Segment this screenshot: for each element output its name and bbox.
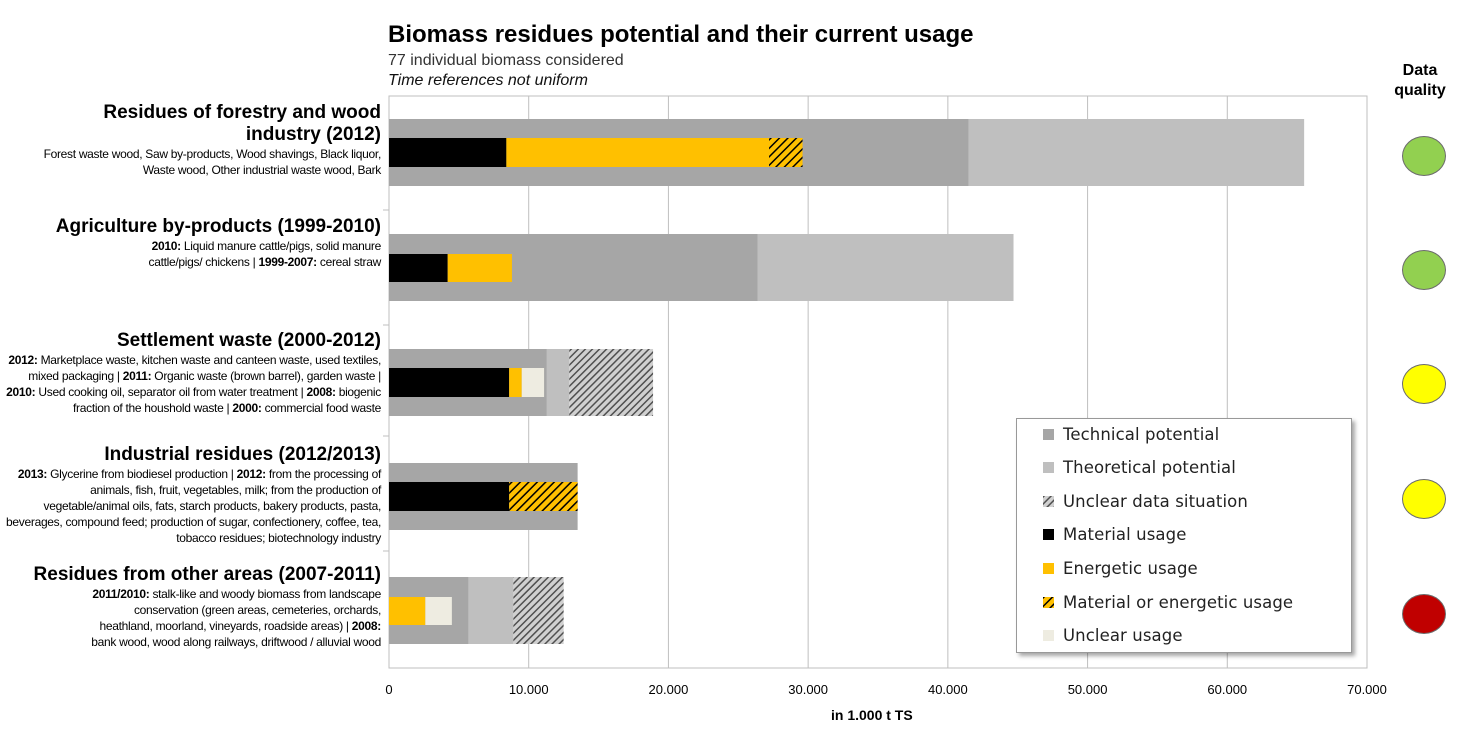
bar-energetic [447,254,512,282]
category-label: Industrial residues (2012/2013) 2013: Gly… [6,444,381,546]
bar-unclear-data [569,349,654,416]
category-title: Settlement waste (2000-2012) [116,330,381,351]
description-year: 2010: [151,239,182,253]
data-quality-indicator-yellow [1402,364,1446,404]
legend-label: Material or energetic usage [1063,592,1294,612]
bar-energetic [506,138,770,167]
x-tick-label: 20.000 [649,682,689,697]
bar-material [389,368,510,397]
legend-item-mat-or-en: Material or energetic usage [1043,592,1293,612]
legend-item-unclear-usage: Unclear usage [1043,626,1183,646]
legend-item-energetic: Energetic usage [1043,558,1198,578]
description-year: 2008: [306,385,336,399]
legend-label: Theoretical potential [1063,458,1236,478]
legend-swatch [1043,529,1054,541]
legend-swatch [1043,428,1054,440]
description-text: Glycerine from biodiesel production | [47,467,237,481]
legend-label: Unclear data situation [1063,491,1248,511]
description-year: 2011: [122,369,152,383]
bar-theoretical [468,577,514,644]
data-quality-indicator-green [1402,136,1446,176]
data-quality-indicator-red [1402,594,1446,634]
category-description: 2013: Glycerine from biodiesel productio… [6,466,381,546]
description-text: stalk-like and woody biomass from landsc… [99,587,382,633]
description-text: Liquid manure cattle/pigs, solid manure … [148,239,382,269]
bar-theoretical [968,119,1305,186]
description-year: 2011/2010: [92,587,150,601]
description-text: commercial food waste [261,401,382,415]
legend-label: Unclear usage [1063,626,1183,646]
bar-energetic [389,597,426,625]
data-quality-indicator-green [1402,250,1446,290]
category-title: Residues from other areas (2007-2011) [33,564,381,585]
category-label: Settlement waste (2000-2012) 2012: Market… [6,330,381,416]
description-year: 2012: [236,467,267,481]
bar-energetic [509,368,522,397]
bar-material [389,254,448,282]
category-title: Industrial residues (2012/2013) [104,444,381,465]
description-text: from the processing of animals, fish, fr… [6,467,381,545]
description-text: biogenic fraction of the houshold waste … [73,385,381,415]
description-year: 2012: [8,353,38,367]
category-description: Forest waste wood, Saw by-products, Wood… [31,146,382,178]
x-tick-label: 70.000 [1347,682,1387,697]
description-text: bank wood, wood along railways, driftwoo… [91,635,381,649]
legend-swatch [1043,495,1054,507]
chart-title: Biomass residues potential and their cur… [388,21,974,48]
legend-label: Material usage [1063,525,1187,545]
legend-label: Energetic usage [1063,558,1198,578]
legend-label: Technical potential [1063,424,1220,444]
data-quality-heading: Data quality [1394,62,1446,99]
legend-item-unclear-data: Unclear data situation [1043,491,1248,511]
description-year: 2008: [351,619,382,633]
category-title: Agriculture by-products (1999-2010) [55,216,381,237]
description-year: 2013: [17,467,48,481]
legend-item-technical: Technical potential [1043,424,1219,444]
bar-material [389,482,510,511]
chart-legend: Technical potential Theoretical potential… [1016,418,1352,653]
description-text: Forest waste wood, Saw by-products, Wood… [43,147,382,177]
bar-unclear-usage [521,368,545,397]
bar-mat-or-en [769,138,803,167]
x-axis-label: in 1.000 t TS [831,707,913,723]
x-tick-label: 60.000 [1207,682,1247,697]
bar-unclear-data [513,577,564,644]
category-description: 2011/2010: stalk-like and woody biomass … [81,586,381,650]
legend-swatch [1043,630,1054,642]
description-year: 1999-2007: [258,255,317,269]
x-tick-label: 40.000 [928,682,968,697]
description-text: Marketplace waste, kitchen waste and can… [28,353,381,383]
bar-unclear-usage [425,597,452,625]
bar-mat-or-en [509,482,578,511]
legend-item-theoretical: Theoretical potential [1043,458,1236,478]
bar-theoretical [546,349,570,416]
category-description: 2010: Liquid manure cattle/pigs, solid m… [141,238,382,270]
category-label: Residues of forestry and wood industry (… [21,102,382,178]
legend-swatch [1043,462,1054,474]
description-text: cereal straw [316,255,381,269]
x-tick-label: 30.000 [788,682,828,697]
category-title: Residues of forestry and wood industry (… [103,102,381,145]
description-year: 2010: [6,385,36,399]
legend-swatch [1043,562,1054,574]
bar-theoretical [757,234,1014,301]
bar-material [389,138,507,167]
category-label: Residues from other areas (2007-2011) 201… [6,564,382,650]
description-text: Used cooking oil, separator oil from wat… [35,385,307,399]
description-year: 2000: [232,401,262,415]
legend-swatch [1043,596,1054,608]
data-quality-indicator-yellow [1402,479,1446,519]
x-tick-label: 10.000 [509,682,549,697]
x-tick-label: 0 [385,682,392,697]
chart-note: Time references not uniform [388,72,588,89]
category-description: 2012: Marketplace waste, kitchen waste a… [6,352,381,416]
category-label: Agriculture by-products (1999-2010) 2010:… [21,216,382,270]
legend-item-material: Material usage [1043,525,1186,545]
x-tick-label: 50.000 [1068,682,1108,697]
description-text: Organic waste (brown barrel), garden was… [151,369,381,383]
chart-subtitle: 77 individual biomass considered [388,52,624,69]
